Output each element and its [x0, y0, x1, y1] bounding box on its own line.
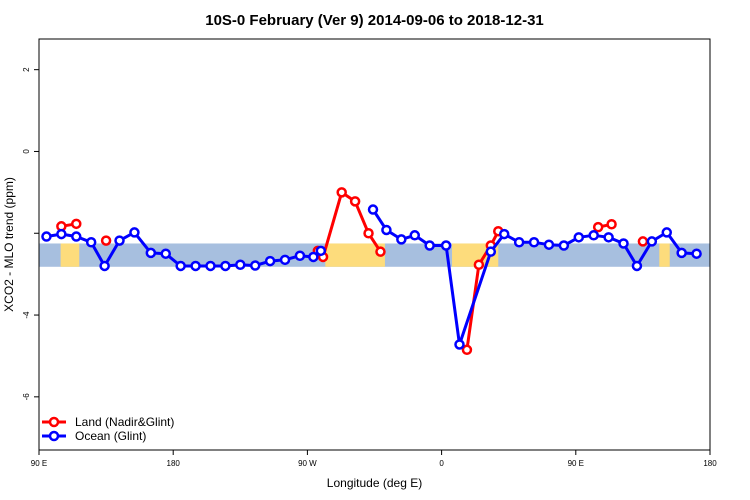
data-point	[606, 219, 617, 230]
data-point	[145, 247, 157, 259]
data-point	[543, 239, 555, 250]
data-point	[249, 260, 261, 271]
data-point	[454, 339, 465, 350]
data-point	[235, 259, 246, 270]
data-point	[409, 230, 421, 241]
data-point	[279, 254, 291, 266]
x-tick-label: 90 E	[568, 459, 584, 468]
data-point	[424, 240, 435, 251]
data-point	[41, 231, 52, 242]
data-point	[381, 224, 392, 236]
data-point	[558, 240, 570, 251]
data-point	[71, 218, 82, 230]
y-axis-label: XCO2 - MLO trend (ppm)	[2, 177, 16, 312]
legend-marker	[48, 430, 60, 442]
data-point	[175, 260, 186, 272]
data-point	[85, 237, 97, 248]
data-point	[592, 221, 604, 233]
data-point	[485, 246, 497, 257]
data-point	[129, 227, 140, 238]
x-tick-label: 180	[703, 459, 717, 468]
data-point	[375, 246, 386, 257]
series-ocean	[41, 204, 702, 350]
data-point	[618, 238, 629, 249]
data-point	[498, 228, 510, 240]
data-point	[603, 232, 614, 243]
data-point	[367, 204, 379, 215]
data-point	[473, 259, 485, 270]
data-point	[363, 228, 374, 239]
y-axis: 2 0 -4 -6	[22, 67, 39, 401]
x-tick-label: 90 W	[298, 459, 317, 468]
x-axis-label: Longitude (deg E)	[327, 476, 422, 490]
y-tick-label: 0	[22, 149, 31, 154]
data-point	[637, 236, 649, 247]
land-band-span	[60, 243, 80, 267]
series-line	[371, 208, 697, 346]
x-tick-label: 0	[439, 459, 444, 468]
data-point	[631, 260, 643, 272]
data-point	[513, 237, 525, 248]
land-band-span	[325, 243, 385, 267]
data-point	[646, 236, 658, 247]
y-tick-label: -6	[22, 393, 31, 401]
data-point	[71, 231, 82, 242]
y-tick-label: -4	[22, 311, 31, 319]
data-point	[461, 344, 473, 356]
y-tick-label: 2	[22, 67, 31, 72]
x-tick-label: 180	[167, 459, 181, 468]
data-point	[264, 255, 276, 267]
legend-label: Land (Nadir&Glint)	[75, 415, 174, 429]
legend-label: Ocean (Glint)	[75, 429, 146, 443]
data-point	[308, 251, 319, 263]
data-point	[349, 196, 361, 207]
series-land	[56, 187, 649, 356]
land-band-span	[659, 243, 670, 267]
data-point	[588, 230, 599, 241]
data-point	[99, 260, 110, 272]
x-tick-label: 90 E	[31, 459, 47, 468]
data-point	[691, 248, 702, 259]
data-point	[160, 248, 171, 259]
land-ocean-band	[39, 243, 710, 267]
data-point	[315, 245, 327, 257]
data-point	[440, 240, 452, 251]
series-layer	[41, 187, 702, 356]
data-point	[294, 250, 306, 261]
data-point	[220, 260, 231, 272]
data-point	[396, 234, 407, 245]
plot-frame	[38, 38, 711, 451]
data-point	[528, 237, 540, 248]
data-point	[190, 260, 201, 272]
chart-title: 10S-0 February (Ver 9) 2014-09-06 to 201…	[205, 12, 544, 29]
data-point	[661, 227, 673, 238]
data-point	[336, 187, 347, 198]
legend: Land (Nadir&Glint)Ocean (Glint)	[42, 415, 174, 443]
data-point	[205, 260, 216, 272]
data-point	[56, 228, 67, 240]
data-point	[676, 247, 687, 259]
x-axis: 90 E 180 90 W 0 90 E 180	[31, 450, 717, 468]
data-point	[100, 235, 112, 246]
data-point	[114, 235, 125, 246]
legend-marker	[48, 416, 60, 428]
data-point	[573, 232, 585, 243]
